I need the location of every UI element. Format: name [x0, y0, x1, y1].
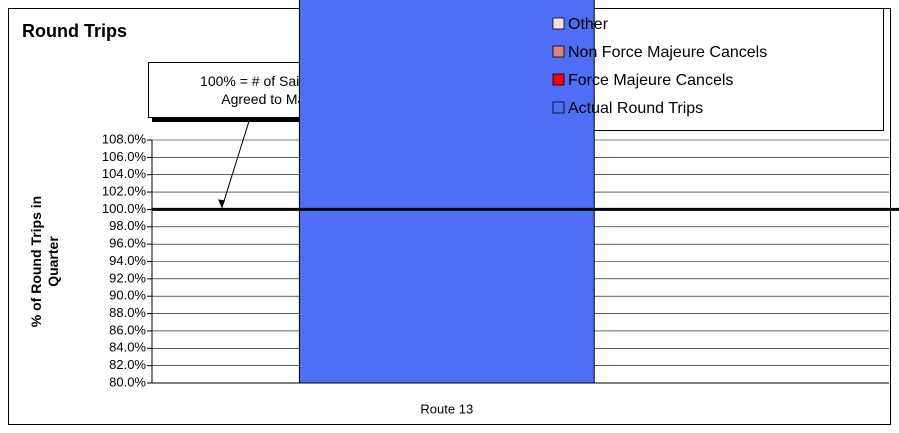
y-tick-label: 94.0% [109, 253, 146, 268]
chart-title: Round Trips [22, 21, 127, 41]
y-tick-label: 102.0% [102, 184, 147, 199]
legend-text: Non Force Majeure Cancels [568, 44, 767, 61]
y-tick-label: 92.0% [109, 270, 146, 285]
y-tick-label: 106.0% [102, 149, 147, 164]
legend-swatch [552, 17, 565, 30]
y-tick-label: 100.0% [102, 201, 147, 216]
legend-text: Force Majeure Cancels [568, 72, 733, 89]
y-tick-label: 108.0% [102, 131, 147, 146]
arrow-head [218, 199, 225, 209]
y-tick-label: 88.0% [109, 305, 146, 320]
legend-swatch [552, 45, 565, 58]
x-tick-label: Route 13 [420, 401, 473, 416]
y-axis-label: % of Round Trips in Quarter [28, 195, 61, 328]
y-tick-label: 90.0% [109, 288, 146, 303]
y-tick-label: 82.0% [109, 357, 146, 372]
y-label-holder: % of Round Trips in Quarter [28, 195, 61, 328]
y-tick-label: 80.0% [109, 374, 146, 389]
legend-box [538, 8, 884, 131]
annotation-arrow [221, 117, 251, 208]
legend-swatch [552, 101, 565, 114]
y-tick-label: 104.0% [102, 166, 147, 181]
y-tick-label: 86.0% [109, 322, 146, 337]
y-tick-label: 98.0% [109, 218, 146, 233]
y-tick-label: 84.0% [109, 340, 146, 355]
legend-text: Other [568, 16, 609, 33]
y-tick-label: 96.0% [109, 236, 146, 251]
bar-segment [298, 0, 595, 384]
legend-text: Actual Round Trips [568, 100, 703, 117]
legend-swatch [552, 73, 565, 86]
